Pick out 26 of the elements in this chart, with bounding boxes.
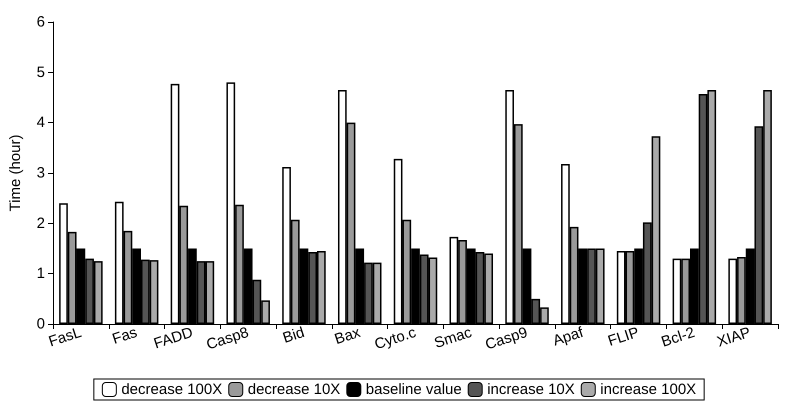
x-tick-label: Cyto.c (372, 324, 419, 354)
y-tick-label: 5 (36, 64, 45, 81)
x-tick-label: XIAP (715, 324, 753, 351)
y-tick-label: 4 (36, 114, 45, 132)
legend-label: increase 10X (487, 381, 575, 398)
x-tick-label: Bcl-2 (659, 324, 697, 351)
y-tick-label: 3 (36, 164, 45, 182)
x-tick-label: Bax (332, 324, 363, 348)
y-tick-label: 2 (36, 214, 45, 232)
y-tick-label: 6 (36, 14, 45, 30)
x-tick-label: FasL (46, 324, 84, 350)
legend-label: increase 100X (600, 381, 696, 398)
legend-label: decrease 100X (121, 381, 222, 398)
legend-label: decrease 10X (248, 381, 340, 398)
x-tick-label: Casp9 (483, 324, 530, 354)
x-tick-label: Fas (110, 324, 140, 348)
x-tick-label: Smac (432, 324, 474, 352)
legend-label: baseline value (366, 381, 462, 398)
x-tick-label: Bid (280, 324, 307, 347)
x-tick-label: FLIP (606, 324, 642, 350)
y-tick-label: 1 (36, 265, 45, 282)
y-axis-title: Time (hour) (7, 134, 24, 212)
y-tick-label: 0 (36, 316, 45, 332)
x-tick-label: FADD (152, 324, 196, 352)
x-tick-label: Casp8 (204, 324, 251, 354)
x-tick-label: Apaf (550, 324, 586, 350)
